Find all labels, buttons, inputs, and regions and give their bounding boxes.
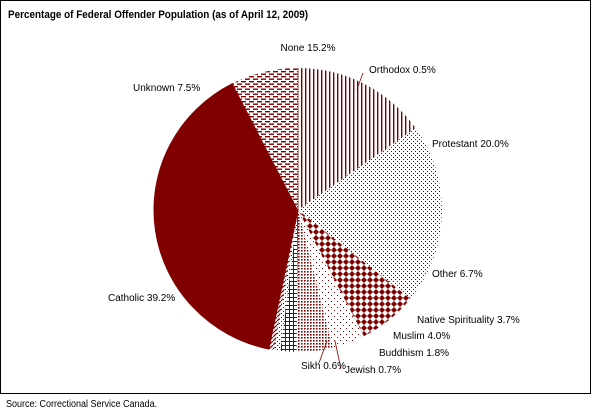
- slice-label-protestant: Protestant 20.0%: [432, 139, 509, 150]
- pie-slice-buddhism: [280, 210, 298, 352]
- slice-label-buddhism: Buddhism 1.8%: [379, 348, 449, 359]
- slice-label-unknown: Unknown 7.5%: [133, 83, 200, 94]
- slice-label-native-spirituality: Native Spirituality 3.7%: [417, 315, 520, 326]
- slice-labels: None 15.2% Orthodox 0.5% Protestant 20.0% O…: [108, 43, 520, 376]
- pie-slice-jewish: [274, 210, 298, 351]
- pie-slice-catholic: [153, 82, 299, 350]
- pie-slice-muslim: [296, 210, 333, 352]
- pie-slice-unknown: [232, 68, 298, 210]
- leader-line-sikh: [318, 340, 328, 364]
- slice-label-jewish: Jewish 0.7%: [345, 365, 401, 376]
- source-note: Source: Correctional Service Canada.: [6, 399, 158, 410]
- leader-lines: [318, 72, 364, 370]
- pie-chart: None 15.2% Orthodox 0.5% Protestant 20.0% O…: [108, 43, 520, 376]
- slice-label-none: None 15.2%: [280, 43, 335, 54]
- pie-slice-protestant: [298, 131, 443, 299]
- pie-slice-native-spirituality: [298, 210, 364, 348]
- pie-slices: [153, 68, 443, 352]
- slice-label-other: Other 6.7%: [432, 269, 483, 280]
- pie-slice-other: [298, 210, 411, 337]
- pie-slice-orthodox: [298, 128, 419, 210]
- slice-label-muslim: Muslim 4.0%: [393, 331, 450, 342]
- leader-line-orthodox: [356, 72, 364, 90]
- slice-label-orthodox: Orthodox 0.5%: [369, 65, 436, 76]
- leader-line-jewish: [334, 340, 342, 370]
- chart-frame: Percentage of Federal Offender Populatio…: [0, 0, 591, 394]
- slice-label-sikh: Sikh 0.6%: [301, 361, 346, 372]
- chart-title: Percentage of Federal Offender Populatio…: [8, 9, 309, 21]
- slice-label-catholic: Catholic 39.2%: [108, 293, 175, 304]
- pie-slice-none: [298, 68, 416, 210]
